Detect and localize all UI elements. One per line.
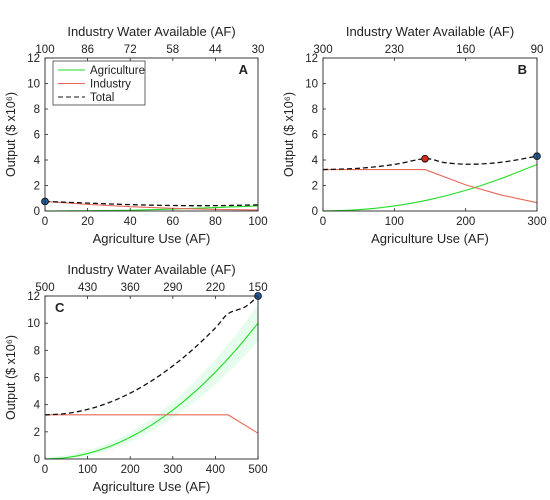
top-tick-label: 300 [313, 44, 332, 56]
top-tick-label: 230 [385, 44, 404, 56]
x-axis-title: Agriculture Use (AF) [371, 231, 489, 246]
y-tick-label: 6 [34, 130, 40, 142]
top-tick-label: 430 [78, 282, 97, 294]
y-tick-label: 10 [305, 79, 318, 91]
legend-label-agriculture: Agriculture [90, 65, 145, 77]
series-total-line [44, 200, 259, 207]
y-tick-label: 12 [27, 291, 40, 303]
y-tick-label: 10 [27, 79, 40, 91]
series-industry-line [45, 414, 259, 434]
y-tick-label: 8 [34, 104, 40, 116]
top-tick-label: 220 [206, 282, 225, 294]
top-axis-title: Industry Water Available (AF) [67, 24, 235, 39]
x-tick-label: 40 [124, 216, 137, 228]
top-tick-label: 290 [163, 282, 182, 294]
x-tick-label: 200 [121, 464, 140, 476]
top-tick-label: 30 [252, 44, 265, 56]
x-tick-label: 80 [209, 216, 222, 228]
x-tick-label: 100 [248, 216, 267, 228]
y-tick-label: 4 [34, 400, 41, 412]
x-axis-title: Agriculture Use (AF) [93, 479, 211, 494]
top-tick-label: 150 [248, 282, 267, 294]
x-tick-label: 100 [385, 216, 404, 228]
y-tick-label: 2 [34, 427, 40, 439]
x-tick-label: 0 [42, 216, 48, 228]
y-tick-label: 0 [312, 206, 318, 218]
y-axis-title: Output ($ x10⁶) [4, 335, 18, 420]
y-tick-label: 12 [305, 53, 318, 65]
legend-label-industry: Industry [90, 79, 131, 91]
plot-area [45, 296, 258, 459]
series-agriculture-line [44, 322, 259, 460]
panel-letter: C [55, 300, 65, 315]
y-tick-label: 8 [312, 104, 318, 116]
agriculture-band [45, 304, 258, 459]
x-tick-label: 300 [163, 464, 182, 476]
panel-a: 0 20 40 60 80 100 100 86 72 58 44 30 0 2 4 6 8 10 12 Agricu… [4, 24, 268, 246]
series-total-line [322, 155, 538, 171]
x-tick-label: 20 [81, 216, 94, 228]
top-tick-label: 160 [456, 44, 475, 56]
top-tick-label: 44 [209, 44, 222, 56]
x-tick-label: 60 [166, 216, 179, 228]
y-tick-label: 4 [312, 155, 319, 167]
x-tick-label: 200 [456, 216, 475, 228]
top-tick-label: 500 [35, 282, 54, 294]
y-tick-label: 8 [34, 345, 40, 357]
highlight-point-red [421, 154, 429, 163]
plot-area [323, 58, 537, 211]
y-tick-label: 2 [312, 181, 318, 193]
series-agriculture-line [322, 163, 538, 212]
x-tick-label: 300 [527, 216, 546, 228]
y-tick-label: 6 [312, 130, 318, 142]
top-tick-label: 90 [531, 44, 544, 56]
panel-b: 0 100 200 300 300 230 160 90 0 2 4 6 8 10 12 Agricultur… [282, 24, 547, 246]
panel-letter: A [239, 62, 249, 77]
y-tick-label: 6 [34, 373, 40, 385]
series-industry-line [44, 200, 259, 211]
x-tick-label: 0 [42, 464, 48, 476]
top-tick-label: 86 [81, 44, 94, 56]
series-industry-line [323, 169, 538, 204]
legend-label-total: Total [90, 92, 114, 104]
y-axis-title: Output ($ x10⁶) [282, 92, 296, 177]
y-tick-label: 12 [27, 53, 40, 65]
panel-c: 0 100 200 300 400 500 500 430 360 290 220 150 0 2 4 6 8 1… [4, 262, 268, 494]
top-tick-label: 360 [121, 282, 140, 294]
y-tick-label: 10 [27, 318, 40, 330]
x-tick-label: 400 [206, 464, 225, 476]
top-tick-label: 72 [124, 44, 137, 56]
panel-letter: B [518, 62, 527, 77]
x-axis-title: Agriculture Use (AF) [93, 231, 211, 246]
x-tick-label: 0 [320, 216, 326, 228]
y-tick-label: 0 [34, 454, 40, 466]
top-tick-label: 58 [166, 44, 179, 56]
x-tick-label: 100 [78, 464, 97, 476]
y-axis-title: Output ($ x10⁶) [4, 92, 18, 177]
top-tick-label: 100 [35, 44, 54, 56]
y-tick-label: 2 [34, 181, 40, 193]
series-total-line [44, 295, 259, 416]
top-axis-title: Industry Water Available (AF) [67, 262, 235, 277]
top-axis-title: Industry Water Available (AF) [346, 24, 514, 39]
y-tick-label: 4 [34, 155, 41, 167]
x-tick-label: 500 [248, 464, 267, 476]
y-tick-label: 0 [34, 206, 40, 218]
